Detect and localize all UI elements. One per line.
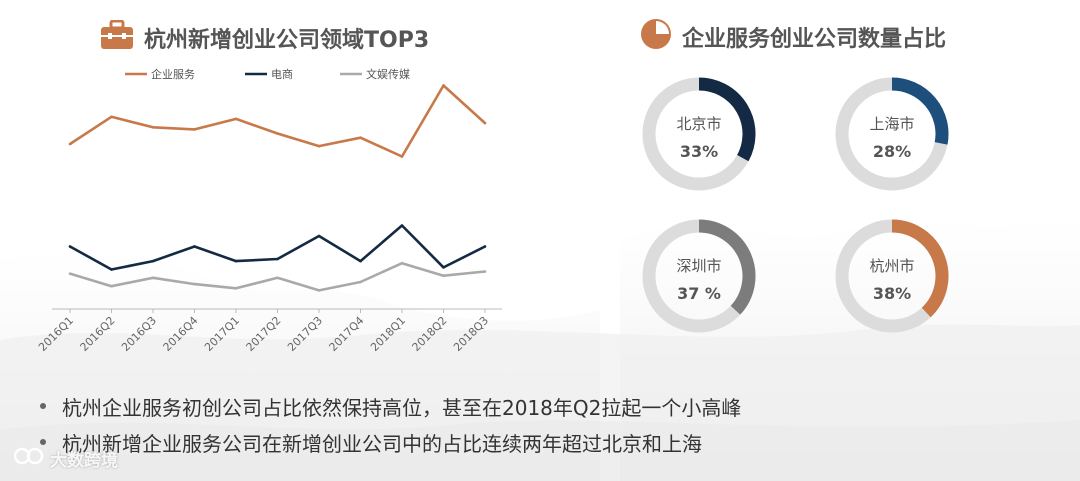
donut-percentage: 38% <box>872 284 912 303</box>
x-tick-label: 2016Q1 <box>36 314 76 354</box>
bullet-list: 杭州企业服务初创公司占比依然保持高位，甚至在2018年Q2拉起一个小高峰 杭州新… <box>40 388 741 460</box>
x-tick-label: 2018Q3 <box>451 314 491 354</box>
pie-chart-icon <box>640 18 672 56</box>
x-tick-label: 2017Q4 <box>327 314 367 354</box>
data-point <box>193 282 196 286</box>
donut-city-label: 北京市 <box>676 115 722 133</box>
bullet-text: 杭州企业服务初创公司占比依然保持高位，甚至在2018年Q2拉起一个小高峰 <box>62 395 742 420</box>
data-point <box>151 125 155 129</box>
data-point <box>193 245 196 248</box>
data-point <box>68 142 72 146</box>
data-point <box>359 280 362 284</box>
donut-city-label: 杭州市 <box>869 257 915 275</box>
data-point <box>276 257 279 261</box>
donut-slice <box>891 77 949 145</box>
donut-percentage: 28% <box>872 142 912 161</box>
series-line-企业服务 <box>69 84 486 158</box>
watermark-logo-icon <box>13 446 44 471</box>
data-point <box>483 270 487 273</box>
data-point <box>400 261 404 265</box>
briefcase-icon <box>100 19 134 56</box>
bullet-item: 杭州企业服务初创公司占比依然保持高位，甚至在2018年Q2拉起一个小高峰 <box>40 388 741 424</box>
legend-label: 企业服务 <box>151 67 195 81</box>
legend-item: 企业服务 <box>125 67 195 81</box>
donut-percentage: 33% <box>679 142 719 161</box>
bullet-dot-icon <box>40 403 46 409</box>
data-point <box>400 155 404 158</box>
data-point <box>68 245 72 248</box>
data-point <box>234 259 238 263</box>
donut-percentage: 37 % <box>677 284 721 303</box>
left-title-text: 杭州新增创业公司领域TOP3 <box>144 28 430 53</box>
data-point <box>359 259 362 263</box>
donut-slice <box>698 77 756 162</box>
data-point <box>68 272 72 275</box>
x-tick-label: 2016Q4 <box>161 314 201 354</box>
x-tick-label: 2018Q1 <box>368 314 408 354</box>
data-point <box>234 117 238 121</box>
right-title-text: 企业服务创业公司数量占比 <box>682 27 947 52</box>
data-point <box>317 144 321 148</box>
donut-slice <box>698 219 756 315</box>
data-point <box>317 289 321 292</box>
left-chart-title: 杭州新增创业公司领域TOP3 <box>100 19 430 56</box>
data-point <box>234 286 238 290</box>
donut-hangzhou: 杭州市 38% <box>833 217 951 335</box>
donut-city-label: 上海市 <box>869 115 915 133</box>
data-point <box>110 284 113 288</box>
donut-shanghai: 上海市 28% <box>833 75 951 193</box>
x-tick-label: 2017Q3 <box>285 314 325 354</box>
data-point <box>442 266 445 269</box>
series-line-电商 <box>69 224 486 271</box>
data-point <box>110 268 113 271</box>
legend-item: 文娱传媒 <box>340 67 410 81</box>
bullet-text: 杭州新增企业服务公司在新增创业公司中的占比连续两年超过北京和上海 <box>62 431 702 456</box>
data-point <box>193 128 196 131</box>
bullet-dot-icon <box>40 439 46 445</box>
x-tick-label: 2016Q3 <box>119 314 159 354</box>
data-point <box>276 132 279 135</box>
donut-slice <box>891 219 949 318</box>
bullet-item: 杭州新增企业服务公司在新增创业公司中的占比连续两年超过北京和上海 <box>40 424 741 460</box>
data-point <box>151 276 155 280</box>
data-point <box>483 245 487 248</box>
x-tick-label: 2017Q2 <box>244 314 284 354</box>
data-point <box>276 276 279 280</box>
donut-beijing: 北京市 33% <box>640 75 758 193</box>
donut-city-label: 深圳市 <box>676 257 722 275</box>
data-point <box>442 274 445 278</box>
legend-item: 电商 <box>245 67 293 81</box>
right-chart-title: 企业服务创业公司数量占比 <box>640 18 946 56</box>
legend-label: 电商 <box>271 67 293 81</box>
data-point <box>317 234 321 238</box>
watermark: 大数跨境 <box>13 446 118 471</box>
legend-label: 文娱传媒 <box>366 67 410 81</box>
donut-shenzhen: 深圳市 37 % <box>640 217 758 335</box>
data-point <box>110 115 113 119</box>
watermark-text: 大数跨境 <box>50 451 118 471</box>
x-tick-label: 2018Q2 <box>410 314 450 354</box>
data-point <box>151 259 155 263</box>
x-tick-label: 2016Q2 <box>78 314 118 354</box>
data-point <box>359 136 362 140</box>
line-chart: 企业服务 电商 文娱传媒 2016Q1 2016Q2 2016Q3 2016Q4 2017Q1… <box>36 67 502 354</box>
data-point <box>442 84 445 87</box>
data-point <box>400 224 404 227</box>
data-point <box>483 121 487 125</box>
x-tick-label: 2017Q1 <box>202 314 242 354</box>
